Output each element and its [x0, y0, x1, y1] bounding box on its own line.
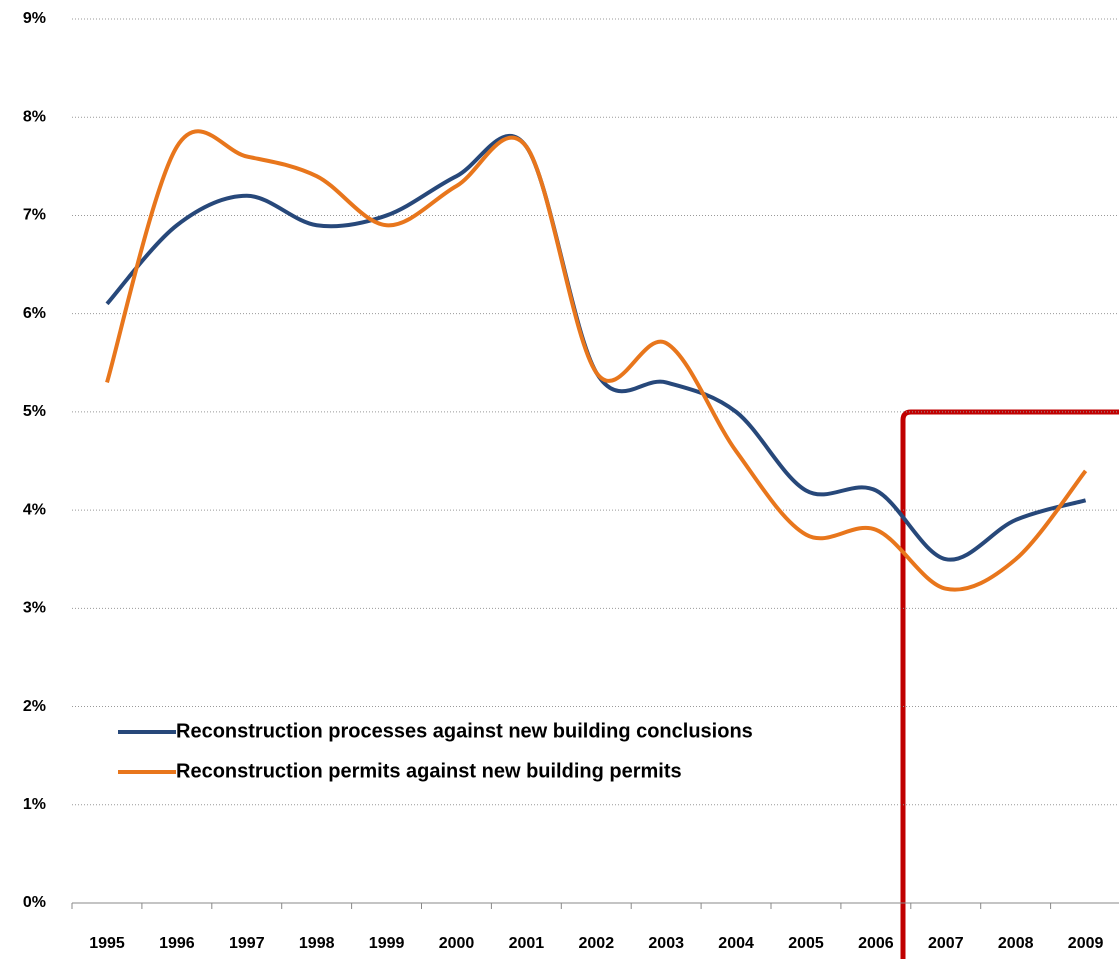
- x-tick-label: 2006: [858, 935, 894, 952]
- x-tick-label: 1997: [229, 935, 265, 952]
- x-tick-label: 2008: [998, 935, 1034, 952]
- legend-label: Reconstruction permits against new build…: [176, 760, 682, 782]
- x-tick-label: 1996: [159, 935, 195, 952]
- x-tick-label: 1999: [369, 935, 405, 952]
- x-tick-label: 2003: [648, 935, 684, 952]
- x-tick-label: 2009: [1068, 935, 1104, 952]
- y-tick-label: 0%: [23, 894, 46, 911]
- y-tick-label: 5%: [23, 403, 46, 420]
- y-tick-label: 9%: [23, 10, 46, 27]
- x-tick-label: 2005: [788, 935, 824, 952]
- highlight-box: [900, 409, 1119, 959]
- x-tick-label: 2000: [439, 935, 475, 952]
- x-tick-label: 1998: [299, 935, 335, 952]
- y-tick-label: 8%: [23, 108, 46, 125]
- x-tick-label: 2007: [928, 935, 964, 952]
- y-tick-label: 4%: [23, 501, 46, 518]
- line-series: [105, 129, 1088, 592]
- y-tick-label: 7%: [23, 207, 46, 224]
- x-tick-label: 1995: [89, 935, 125, 952]
- y-tick-label: 3%: [23, 600, 46, 617]
- x-tick-label: 2001: [509, 935, 545, 952]
- y-tick-label: 2%: [23, 698, 46, 715]
- y-tick-label: 1%: [23, 796, 46, 813]
- x-tick-label: 2002: [579, 935, 615, 952]
- line-series: [105, 133, 1087, 562]
- x-tick-label: 2004: [718, 935, 754, 952]
- legend-label: Reconstruction processes against new bui…: [176, 720, 753, 742]
- y-tick-label: 6%: [23, 305, 46, 322]
